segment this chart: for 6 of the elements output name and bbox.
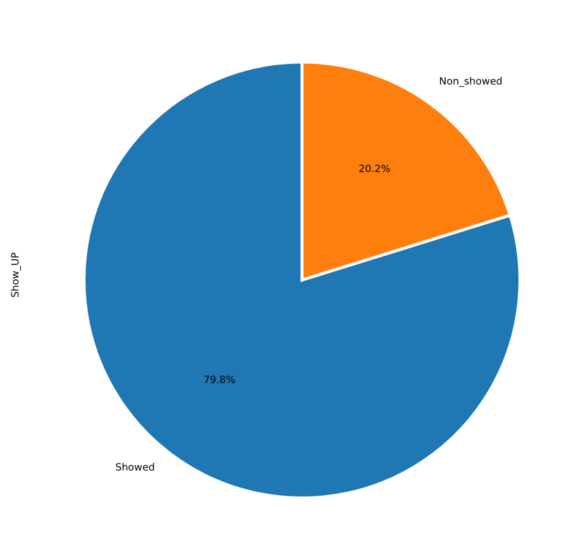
slice-label: Non_showed (439, 76, 502, 88)
pie-slice (82, 60, 522, 500)
data-label: 20.2% (358, 164, 390, 176)
text: Show_UP (10, 252, 22, 298)
data-label: 79.8% (204, 374, 236, 386)
slice-label: Showed (115, 462, 155, 474)
